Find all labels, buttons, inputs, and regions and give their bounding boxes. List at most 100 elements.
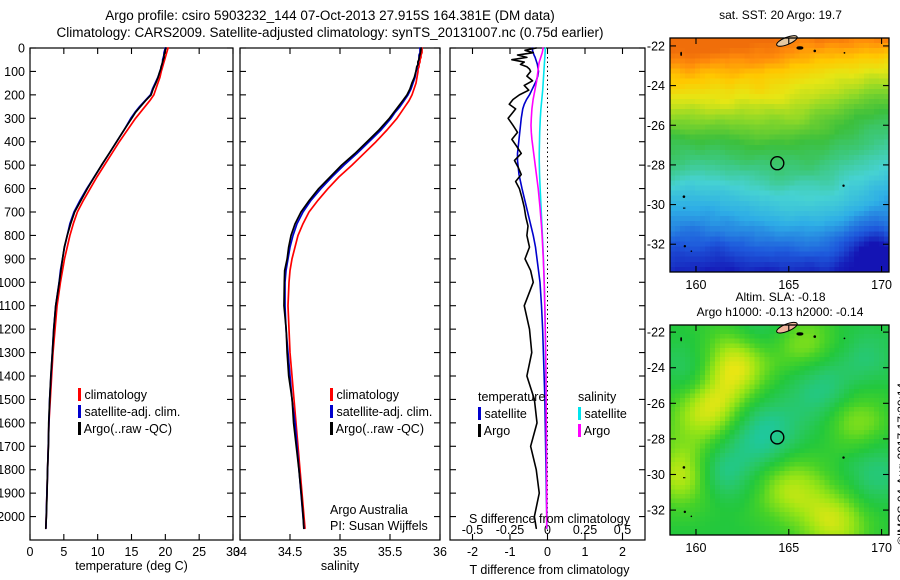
y-tick-label: 900 — [4, 252, 25, 266]
sst-y-tick-label: -26 — [647, 119, 665, 133]
x-tick-label: -2 — [467, 545, 478, 559]
y-tick-label: 700 — [4, 206, 25, 220]
legend-item: Argo — [478, 424, 545, 438]
legend-item: satellite-adj. clim. — [330, 405, 432, 419]
legend-item: Argo(..raw -QC) — [78, 422, 180, 436]
legend-label: satellite-adj. clim. — [336, 405, 433, 419]
sst-y-tick-label: -24 — [647, 79, 665, 93]
sla-frame — [669, 324, 890, 536]
climatology-swatch — [78, 388, 81, 401]
y-tick-label: 800 — [4, 229, 25, 243]
legend-item: Argo(..raw -QC) — [330, 422, 432, 436]
sst-map: 160 165 170 -22 -24 -26 -28 -30 -32 — [647, 35, 892, 292]
y-tick-label: 1900 — [0, 487, 25, 501]
argo-org: Argo Australia — [330, 503, 408, 517]
legend-item: climatology — [330, 388, 432, 402]
x-tick-label: 2 — [619, 545, 626, 559]
argo-pi: PI: Susan Wijffels — [330, 519, 428, 533]
sst-float-marker — [770, 156, 785, 171]
legend-label: Argo(..raw -QC) — [83, 422, 172, 436]
y-tick-label: 600 — [4, 182, 25, 196]
y-tick-label: 1100 — [0, 299, 25, 313]
argo-credit: Argo Australia PI: Susan Wijffels — [330, 503, 428, 533]
legend-item: Argo — [578, 424, 627, 438]
y-tick-label: 0 — [18, 42, 25, 56]
x-tick-label: 25 — [192, 545, 206, 559]
y-tick-label: 1200 — [0, 323, 25, 337]
sla-raster — [670, 325, 890, 536]
sst-y-tick-label: -32 — [647, 238, 665, 252]
x-tick-label-secondary: 0.25 — [573, 523, 597, 537]
sla-y-tick-label: -26 — [647, 397, 665, 411]
sla-x-tick-label: 160 — [686, 541, 707, 555]
x-tick-label: 15 — [125, 545, 139, 559]
sla-x-tick-label: 170 — [871, 541, 892, 555]
salinity-panel: 34 34.5 35 35.5 36 — [233, 47, 447, 559]
sla-map-title-line-1: Altim. SLA: -0.18 — [735, 290, 826, 304]
y-tick-label: 1300 — [0, 346, 25, 360]
copyright-label: ©IMOS 04-Aug-2017 17:30:14 — [895, 382, 900, 545]
x-tick-label: 35.5 — [378, 545, 402, 559]
x-tick-label: 5 — [60, 545, 67, 559]
difference-axis-label-secondary: S difference from climatology — [469, 512, 630, 526]
x-tick-label: 35 — [333, 545, 347, 559]
y-tick-label: 300 — [4, 112, 25, 126]
sla-y-tick-label: -30 — [647, 468, 665, 482]
legend-label: satellite — [584, 407, 627, 421]
difference-axis-label: T difference from climatology — [469, 563, 630, 577]
sst-frame — [669, 37, 890, 273]
satellite-swatch — [578, 407, 581, 420]
argo-swatch — [78, 422, 81, 435]
sla-x-tick-label: 165 — [778, 541, 799, 555]
x-tick-label: 34 — [233, 545, 247, 559]
y-tick-label: 200 — [4, 88, 25, 102]
x-tick-label-secondary: -0.25 — [496, 523, 525, 537]
sla-y-tick-label: -32 — [647, 504, 665, 518]
x-tick-label-secondary: 0.5 — [614, 523, 631, 537]
sst-raster — [670, 38, 890, 273]
y-tick-label: 400 — [4, 135, 25, 149]
y-tick-label: 500 — [4, 159, 25, 173]
sst-y-tick-label: -22 — [647, 39, 665, 53]
legend-label: Argo — [483, 424, 511, 438]
difference-legend-temperature: temperature satellite Argo — [478, 390, 545, 438]
sla-map: 160 165 170 -22 -24 -26 -28 -30 -32 — [647, 321, 892, 555]
legend-label: satellite-adj. clim. — [84, 405, 181, 419]
difference-legend-salinity: salinity satellite Argo — [578, 390, 627, 438]
sst-y-tick-label: -28 — [647, 158, 665, 172]
x-tick-label: 30 — [226, 545, 240, 559]
x-tick-label: 34.5 — [278, 545, 302, 559]
legend-item: satellite — [578, 407, 627, 421]
sla-y-tick-label: -28 — [647, 432, 665, 446]
x-tick-label: 1 — [582, 545, 589, 559]
legend-header-salinity: salinity — [578, 390, 617, 404]
x-tick-label-secondary: -0.5 — [462, 523, 484, 537]
series-climatology — [287, 47, 423, 530]
series-argo-raw-qc- — [283, 47, 422, 530]
series-argo-raw-qc- — [44, 47, 167, 530]
climatology-swatch — [330, 388, 333, 401]
series-salinity-argo — [530, 47, 548, 530]
legend-label: climatology — [84, 388, 148, 402]
sla-float-marker — [770, 430, 785, 445]
salinity-axis-label: salinity — [320, 559, 360, 573]
argo-swatch — [330, 422, 333, 435]
satellite-clim-swatch — [78, 405, 81, 418]
legend-label: satellite — [484, 407, 527, 421]
legend-header-temperature: temperature — [478, 390, 546, 404]
temperature-axis-label: temperature (deg C) — [75, 559, 188, 573]
y-tick-label: 1700 — [0, 440, 25, 454]
legend-label: Argo — [583, 424, 611, 438]
legend-item: climatology — [78, 388, 180, 402]
legend-label: Argo(..raw -QC) — [335, 422, 424, 436]
legend-item: satellite — [478, 407, 545, 421]
y-tick-label: 1000 — [0, 276, 25, 290]
temperature-legend: climatology satellite-adj. clim. Argo(..… — [78, 388, 180, 436]
x-tick-label: 0 — [27, 545, 34, 559]
x-tick-label: 36 — [433, 545, 447, 559]
x-tick-label: 20 — [158, 545, 172, 559]
title-line-2: Climatology: CARS2009. Satellite-adjuste… — [56, 25, 604, 40]
title-block: Argo profile: csiro 5903232_144 07-Oct-2… — [0, 8, 660, 40]
sla-map-title-line-2: Argo h1000: -0.13 h2000: -0.14 — [696, 305, 864, 319]
